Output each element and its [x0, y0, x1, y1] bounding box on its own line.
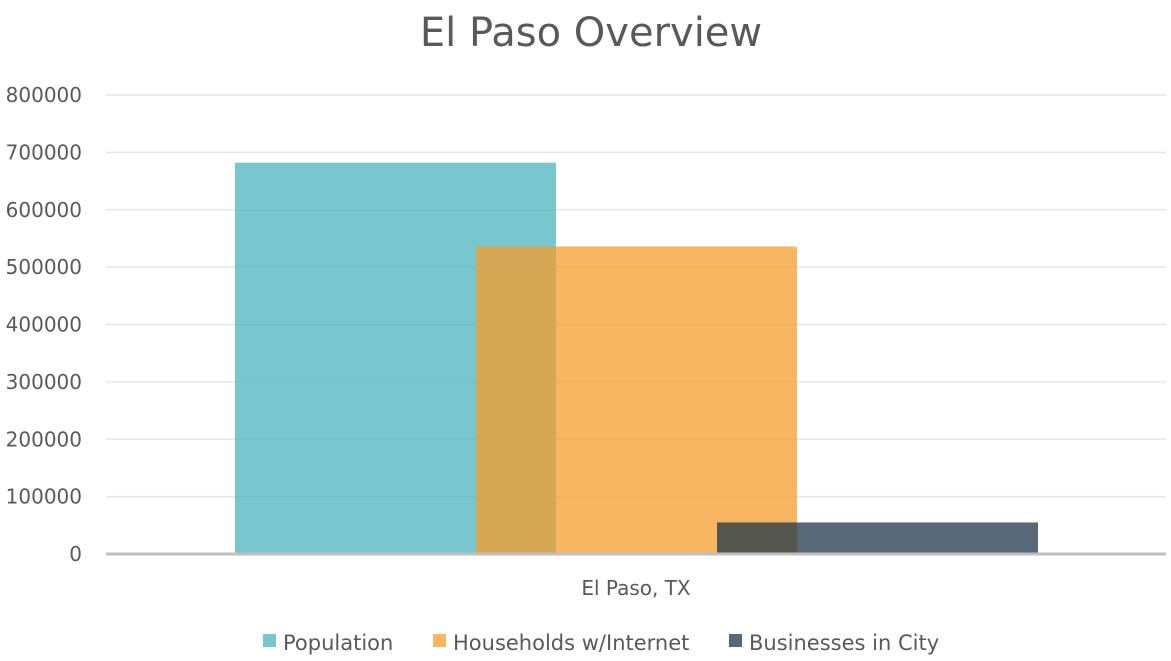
bars: [235, 162, 1038, 554]
bar-businesses-in-city: [717, 522, 1038, 554]
y-tick-label: 400000: [6, 313, 82, 337]
legend-item: Households w/Internet: [433, 631, 689, 655]
x-category-label: El Paso, TX: [581, 576, 691, 600]
legend-label: Households w/Internet: [453, 631, 689, 655]
legend-label: Population: [283, 631, 393, 655]
y-tick-label: 600000: [6, 198, 82, 222]
y-tick-label: 0: [69, 542, 82, 566]
bar-households-w-internet: [476, 246, 797, 554]
legend: Population Households w/Internet Businesse…: [263, 631, 939, 655]
legend-label: Businesses in City: [749, 631, 939, 655]
chart-title: El Paso Overview: [420, 10, 762, 56]
legend-item: Businesses in City: [729, 631, 939, 655]
y-tick-label: 100000: [6, 485, 82, 509]
legend-swatch: [263, 634, 276, 647]
y-tick-label: 500000: [6, 255, 82, 279]
x-axis-categories: El Paso, TX: [581, 576, 691, 600]
y-tick-label: 700000: [6, 140, 82, 164]
legend-swatch: [433, 634, 446, 647]
y-tick-label: 200000: [6, 427, 82, 451]
legend-swatch: [729, 634, 742, 647]
y-tick-label: 300000: [6, 370, 82, 394]
legend-item: Population: [263, 631, 393, 655]
y-axis-ticks: 800000 700000 600000 500000 400000 300000 2000…: [6, 83, 82, 566]
y-tick-label: 800000: [6, 83, 82, 107]
